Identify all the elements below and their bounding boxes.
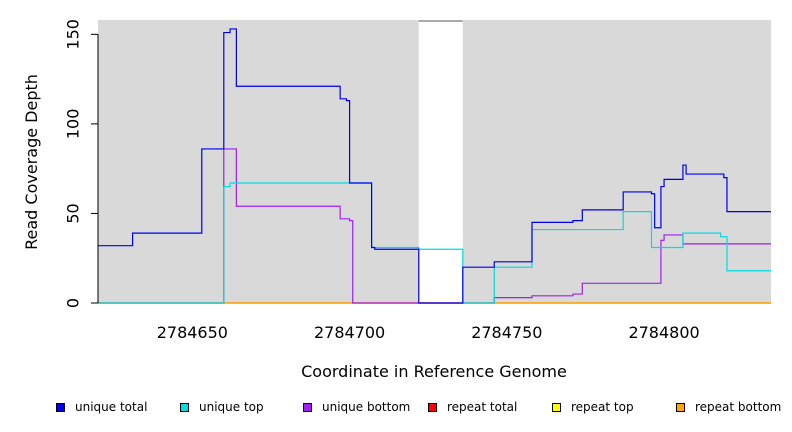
y-tick-label: 50 xyxy=(64,203,83,223)
legend-label: repeat bottom xyxy=(695,400,782,414)
y-tick-label: 0 xyxy=(64,298,83,308)
x-tick-label: 2784650 xyxy=(157,323,228,342)
legend-item: unique bottom xyxy=(303,400,410,414)
legend-swatch xyxy=(56,402,65,412)
axes-layer: 0 50 100 150 2784650 2784700 2784750 2784800 xyxy=(64,19,700,342)
legend-label: repeat total xyxy=(447,400,518,414)
chart-legend: unique total unique top unique bottom repea… xyxy=(0,400,792,418)
legend-swatch xyxy=(303,402,312,412)
y-tick-label: 100 xyxy=(64,109,83,140)
legend-label: unique top xyxy=(199,400,264,414)
legend-swatch xyxy=(180,402,189,412)
legend-label: unique total xyxy=(75,400,148,414)
legend-label: repeat top xyxy=(571,400,634,414)
plot-background xyxy=(98,20,771,303)
plot-panel-right xyxy=(462,20,771,303)
legend-item: unique top xyxy=(180,400,264,414)
y-axis-title: Read Coverage Depth xyxy=(22,74,41,250)
series-line-unique-total xyxy=(98,28,771,304)
legend-swatch xyxy=(428,402,437,412)
legend-label: unique bottom xyxy=(322,400,411,414)
legend-swatch xyxy=(676,402,685,412)
plot-panel-left xyxy=(98,20,419,303)
legend-item: repeat total xyxy=(428,400,517,414)
legend-swatch xyxy=(552,402,561,412)
x-tick-label: 2784750 xyxy=(471,323,542,342)
x-tick-label: 2784800 xyxy=(628,323,699,342)
y-tick-label: 150 xyxy=(64,19,83,50)
series-layer xyxy=(98,28,771,304)
legend-item: unique total xyxy=(56,400,147,414)
x-tick-label: 2784700 xyxy=(314,323,385,342)
x-axis-title: Coordinate in Reference Genome xyxy=(301,362,567,381)
legend-item: repeat bottom xyxy=(676,400,781,414)
legend-item: repeat top xyxy=(552,400,634,414)
